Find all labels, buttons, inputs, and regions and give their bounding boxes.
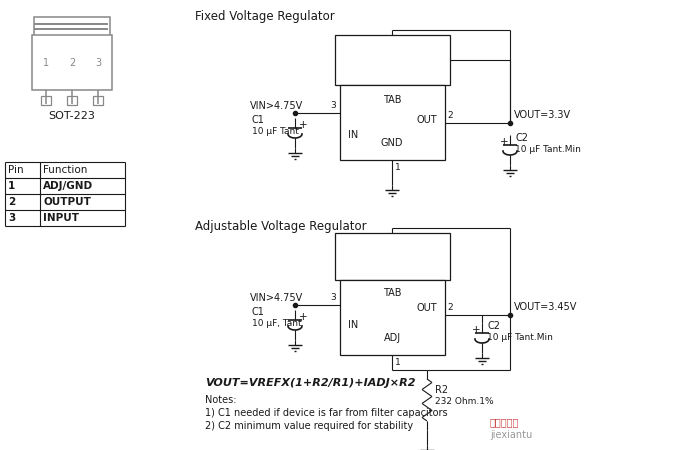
- Text: 1: 1: [395, 358, 400, 367]
- Text: +: +: [299, 312, 308, 322]
- Text: VIN>4.75V: VIN>4.75V: [250, 293, 304, 303]
- Text: IN: IN: [348, 320, 358, 330]
- Text: Fixed Voltage Regulator: Fixed Voltage Regulator: [195, 10, 334, 23]
- Text: 3: 3: [330, 100, 336, 109]
- Text: 10 μF, Tant: 10 μF, Tant: [252, 319, 302, 328]
- Text: C2: C2: [487, 321, 500, 331]
- Bar: [41, 96, 51, 105]
- Text: R2: R2: [435, 385, 448, 395]
- Bar: [67, 96, 77, 105]
- Bar: [32, 35, 112, 90]
- Text: 2: 2: [447, 302, 453, 311]
- Bar: [340, 280, 445, 355]
- Text: C1: C1: [252, 115, 265, 125]
- Text: OUT: OUT: [417, 115, 437, 125]
- Text: Function: Function: [43, 165, 87, 175]
- Text: 电子发烧网: 电子发烧网: [490, 417, 520, 427]
- Text: VOUT=3.45V: VOUT=3.45V: [514, 302, 577, 312]
- Text: 10 μF Tant: 10 μF Tant: [252, 126, 299, 135]
- Text: Notes:: Notes:: [205, 395, 236, 405]
- Text: TAB: TAB: [383, 95, 401, 105]
- Bar: [335, 35, 450, 85]
- Text: Adjustable Voltage Regulator: Adjustable Voltage Regulator: [195, 220, 367, 233]
- Text: ADJ: ADJ: [384, 333, 400, 343]
- Text: +: +: [472, 325, 481, 335]
- Bar: [335, 233, 450, 280]
- Text: +: +: [299, 120, 308, 130]
- Text: OUT: OUT: [417, 303, 437, 313]
- Text: VOUT=VREFX(1+R2/R1)+IADJ×R2: VOUT=VREFX(1+R2/R1)+IADJ×R2: [205, 378, 415, 388]
- Text: 2: 2: [447, 111, 453, 120]
- Text: GND: GND: [381, 138, 403, 148]
- Text: 1: 1: [395, 163, 400, 172]
- Text: 3: 3: [95, 58, 101, 68]
- Text: 1: 1: [43, 58, 49, 68]
- Text: 3: 3: [8, 213, 15, 223]
- Text: ADJ/GND: ADJ/GND: [43, 181, 93, 191]
- Bar: [93, 96, 103, 105]
- Text: C2: C2: [515, 133, 528, 143]
- Text: Pin: Pin: [8, 165, 24, 175]
- Bar: [34, 17, 110, 37]
- Text: 10 μF Tant.Min: 10 μF Tant.Min: [487, 333, 553, 342]
- Text: +: +: [500, 137, 509, 147]
- Text: 2) C2 minimum value required for stability: 2) C2 minimum value required for stabili…: [205, 421, 413, 431]
- Text: 10 μF Tant.Min: 10 μF Tant.Min: [515, 144, 581, 153]
- Text: VIN>4.75V: VIN>4.75V: [250, 101, 304, 111]
- Bar: [340, 85, 445, 160]
- Text: C1: C1: [252, 307, 265, 317]
- Text: 2: 2: [8, 197, 15, 207]
- Text: SOT-223: SOT-223: [48, 111, 96, 121]
- Text: 1) C1 needed if device is far from filter capacitors: 1) C1 needed if device is far from filte…: [205, 408, 448, 418]
- Text: OUTPUT: OUTPUT: [43, 197, 91, 207]
- Text: VOUT=3.3V: VOUT=3.3V: [514, 110, 571, 120]
- Text: jiexiantu: jiexiantu: [490, 430, 532, 440]
- Text: IN: IN: [348, 130, 358, 140]
- Text: TAB: TAB: [383, 288, 401, 298]
- Text: 232 Ohm.1%: 232 Ohm.1%: [435, 397, 493, 406]
- Text: 3: 3: [330, 292, 336, 302]
- Text: INPUT: INPUT: [43, 213, 79, 223]
- Text: 2: 2: [69, 58, 75, 68]
- Text: 1: 1: [8, 181, 15, 191]
